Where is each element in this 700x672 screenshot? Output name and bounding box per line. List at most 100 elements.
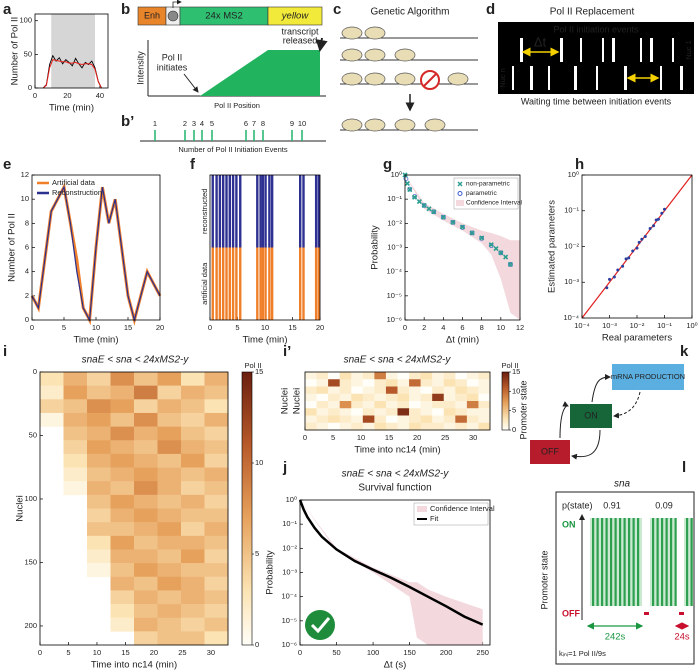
initiation-stripe	[623, 518, 626, 606]
parameter-point	[635, 246, 639, 250]
parametric-point	[450, 219, 456, 225]
heatmap-cell	[87, 563, 111, 578]
initiation-stripe	[619, 518, 622, 606]
heatmap-cell	[204, 563, 229, 578]
parametric-point	[498, 250, 504, 256]
x-tick-label: 25	[441, 433, 449, 442]
heatmap-cell	[157, 467, 182, 482]
nonparametric-point	[404, 180, 410, 186]
initiation-stripe	[670, 518, 673, 606]
heatmap-cell	[362, 386, 375, 395]
y-axis-label: Nuclei	[280, 388, 291, 414]
heatmap-cell	[204, 631, 229, 646]
x-tick-label: 2	[422, 323, 426, 332]
y-axis-label: Number of Pol II	[7, 213, 18, 282]
heatmap-cell	[87, 440, 111, 455]
plot-frame	[39, 371, 229, 646]
heatmap-cell	[466, 422, 479, 431]
colorbar-tick-label: 10	[255, 458, 263, 467]
x-tick-label: 12	[516, 323, 524, 332]
heatmap-cell	[63, 440, 88, 455]
y-tick-label: 10⁻⁶	[282, 640, 297, 649]
genetic-algorithm-diagram: Genetic Algorithm	[340, 7, 478, 132]
heatmap-cell	[110, 481, 135, 496]
heatmap-cell	[362, 415, 375, 424]
x-tick-label: 250	[476, 648, 489, 657]
x-axis-label: Pol II Position	[214, 101, 260, 110]
plot-frame	[31, 174, 161, 321]
heatmap-cell	[443, 379, 456, 387]
legend-swatch	[457, 181, 463, 187]
heatmap-cell	[87, 535, 111, 550]
fit-line	[298, 499, 484, 626]
heatmap-cell	[351, 372, 364, 380]
x-tick-label: 5	[331, 433, 335, 442]
parameter-point	[605, 286, 609, 290]
heatmap-cell	[110, 426, 135, 441]
shaded-interval	[51, 14, 96, 88]
heatmap-cell	[110, 399, 135, 414]
heatmap-cell	[339, 408, 352, 416]
heatmap-cell	[339, 372, 352, 380]
heatmap-cell	[157, 412, 182, 427]
x-axis-label: Δt (s)	[384, 660, 407, 671]
heatmap-cell	[63, 426, 88, 441]
heatmap-cell	[362, 372, 375, 380]
x-tick-label: 10⁻³	[602, 321, 617, 330]
reconstructed-event	[235, 175, 238, 248]
heatmap-cell	[339, 401, 352, 409]
heatmap-cell	[204, 604, 229, 618]
trace-line	[31, 185, 161, 323]
artificial-event	[215, 247, 218, 320]
heatmap-cell	[110, 617, 135, 632]
heatmap-cell	[351, 401, 364, 409]
heatmap-cell	[339, 379, 352, 387]
heatmap-cell	[87, 508, 111, 523]
event-number: 1	[153, 119, 157, 128]
y-tick-label: 10⁻⁵	[282, 616, 297, 625]
initiation-stripe	[652, 518, 655, 606]
heatmap-cell	[157, 549, 182, 564]
parameter-point	[648, 226, 652, 230]
y-tick-label: 2	[25, 291, 29, 300]
y-tick-label: 10⁻⁴	[281, 592, 297, 601]
heatmap-cell	[157, 617, 182, 632]
y-tick-label: 10⁻⁴	[563, 313, 579, 322]
plot-frame	[404, 174, 521, 321]
y-tick-label: 10⁻⁶	[387, 315, 402, 324]
heatmap-cell	[374, 408, 387, 416]
parameter-point	[612, 275, 616, 279]
x-tick-label: 20	[413, 433, 421, 442]
heatmap-cell	[351, 386, 364, 395]
legend-label: Confidence Interval	[430, 504, 495, 513]
heatmap-cell	[63, 481, 88, 496]
heatmap-cell	[305, 372, 317, 380]
heatmap-cell	[305, 393, 317, 402]
heatmap-cell	[362, 379, 375, 387]
x-tick-label: 30	[469, 433, 477, 442]
heatmap-cell	[339, 415, 352, 424]
y-tick-label: 50	[24, 49, 32, 58]
artificial-event	[261, 247, 264, 320]
heatmap-cell	[409, 379, 421, 387]
x-tick-label: 40	[96, 91, 104, 100]
heatmap-cell	[181, 412, 205, 427]
parameter-point	[621, 264, 625, 268]
heatmap-cell	[157, 604, 182, 618]
reconstructed-event	[222, 175, 225, 248]
heatmap-cell	[466, 393, 479, 402]
parametric-point	[407, 186, 413, 192]
y-axis-label: Nuclei	[15, 495, 26, 521]
parametric-point	[431, 209, 437, 215]
heatmap-cell	[204, 590, 229, 605]
artificial-event	[268, 247, 271, 320]
heatmap-cell	[40, 399, 64, 414]
reconstructed-event	[314, 175, 318, 248]
heatmap-cell	[478, 379, 491, 387]
artificial-event	[302, 247, 305, 320]
reconstructed-event	[225, 175, 228, 248]
initiation-stripe	[637, 518, 640, 606]
heatmap-cell	[374, 379, 387, 387]
heatmap-cell	[204, 549, 229, 564]
reconstructed-event	[261, 175, 264, 248]
